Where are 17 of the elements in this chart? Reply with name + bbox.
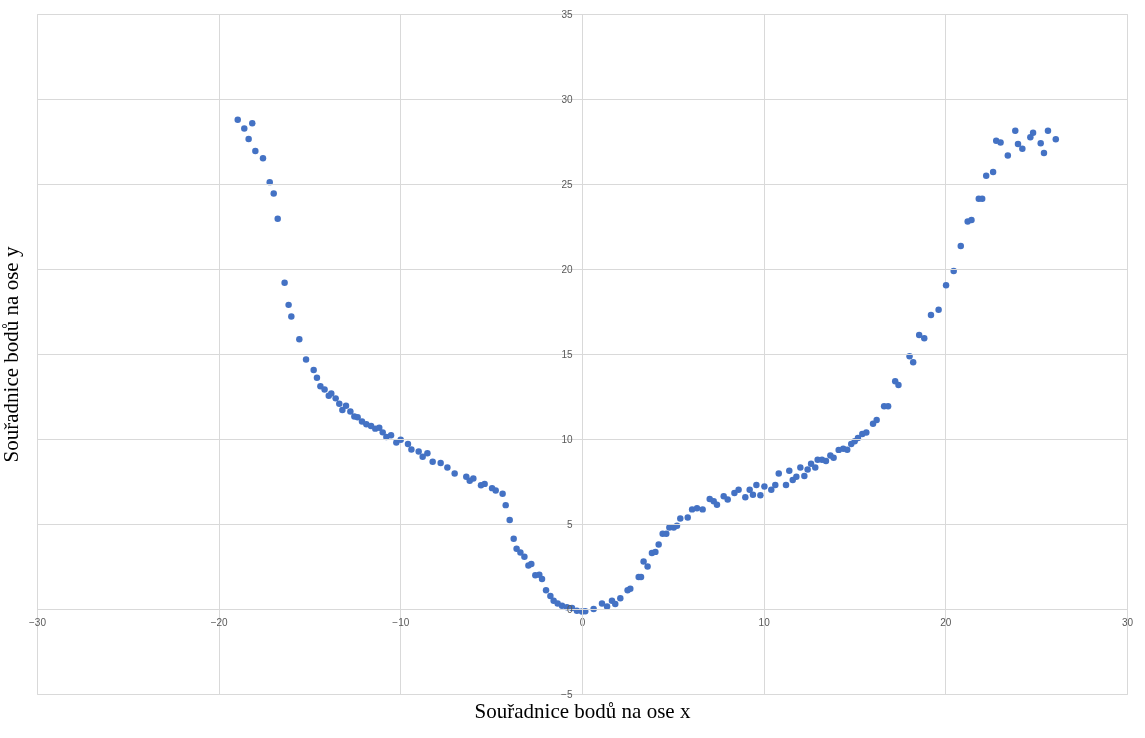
y-tick-label: 15: [561, 348, 573, 360]
y-tick-label: 0: [566, 603, 573, 615]
y-axis-title: Souřadnice bodů na ose y: [0, 246, 23, 463]
x-tick-label: −30: [29, 616, 47, 628]
y-tick-label: 25: [561, 178, 573, 190]
y-tick-label: −5: [561, 688, 573, 700]
x-axis-title: Souřadnice bodů na ose x: [474, 698, 691, 723]
y-tick-label: 20: [561, 263, 573, 275]
y-tick-label: 30: [561, 93, 573, 105]
x-tick-label: −10: [392, 616, 410, 628]
y-tick-label: 5: [566, 518, 573, 530]
y-tick-label: 10: [561, 433, 573, 445]
x-tick-label: −20: [210, 616, 229, 628]
x-tick-label: 30: [1121, 616, 1134, 628]
x-tick-label: 10: [758, 616, 771, 628]
x-tick-label: 20: [940, 616, 952, 628]
y-tick-label: 35: [561, 8, 573, 20]
